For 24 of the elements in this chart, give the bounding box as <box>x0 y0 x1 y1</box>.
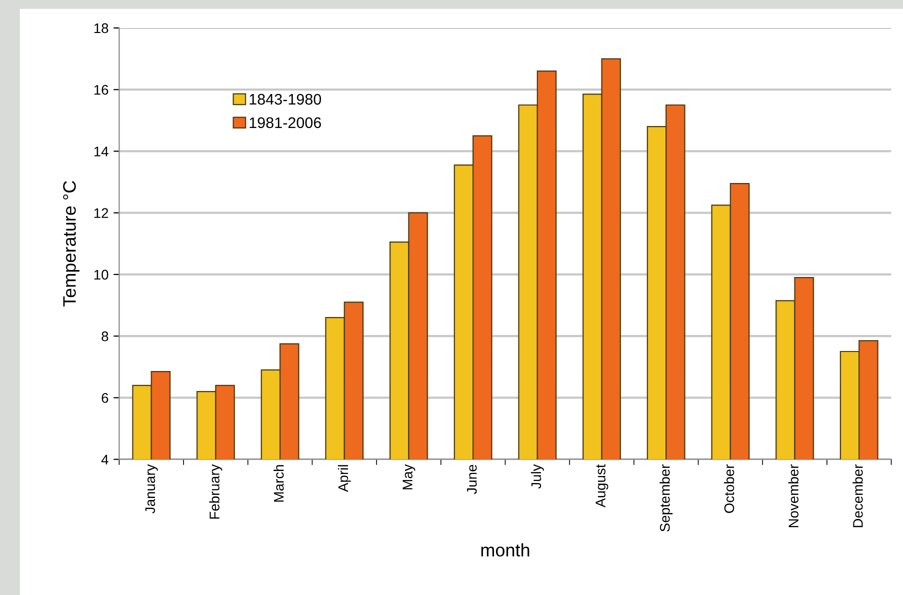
y-tick-label: 6 <box>102 393 108 403</box>
x-tick-label: June <box>467 464 477 494</box>
x-tick-label: August <box>596 464 608 508</box>
x-tick-label: November <box>788 464 798 528</box>
x-tick-label: March <box>274 465 284 502</box>
y-tick-label: 10 <box>94 270 108 280</box>
x-axis-title: month <box>481 543 530 557</box>
y-tick-label: 18 <box>94 23 108 34</box>
x-tick-label: October <box>724 464 734 513</box>
x-tick-label: April <box>338 465 351 492</box>
legend-label: 1981-2006 <box>250 117 321 128</box>
x-tick-label: May <box>402 464 416 490</box>
x-tick-label: January <box>145 464 158 514</box>
y-tick-label: 16 <box>94 84 108 95</box>
x-tick-label: September <box>660 464 673 532</box>
y-axis-title: Temperature °C <box>63 181 80 307</box>
x-tick-label: February <box>209 464 222 519</box>
y-tick-label: 8 <box>102 331 108 342</box>
x-tick-label: July <box>530 464 544 489</box>
y-tick-label: 12 <box>94 208 108 218</box>
legend-label: 1843-1980 <box>250 94 322 105</box>
y-tick-label: 4 <box>101 454 108 464</box>
y-tick-label: 14 <box>94 146 108 156</box>
x-tick-label: December <box>852 464 863 528</box>
